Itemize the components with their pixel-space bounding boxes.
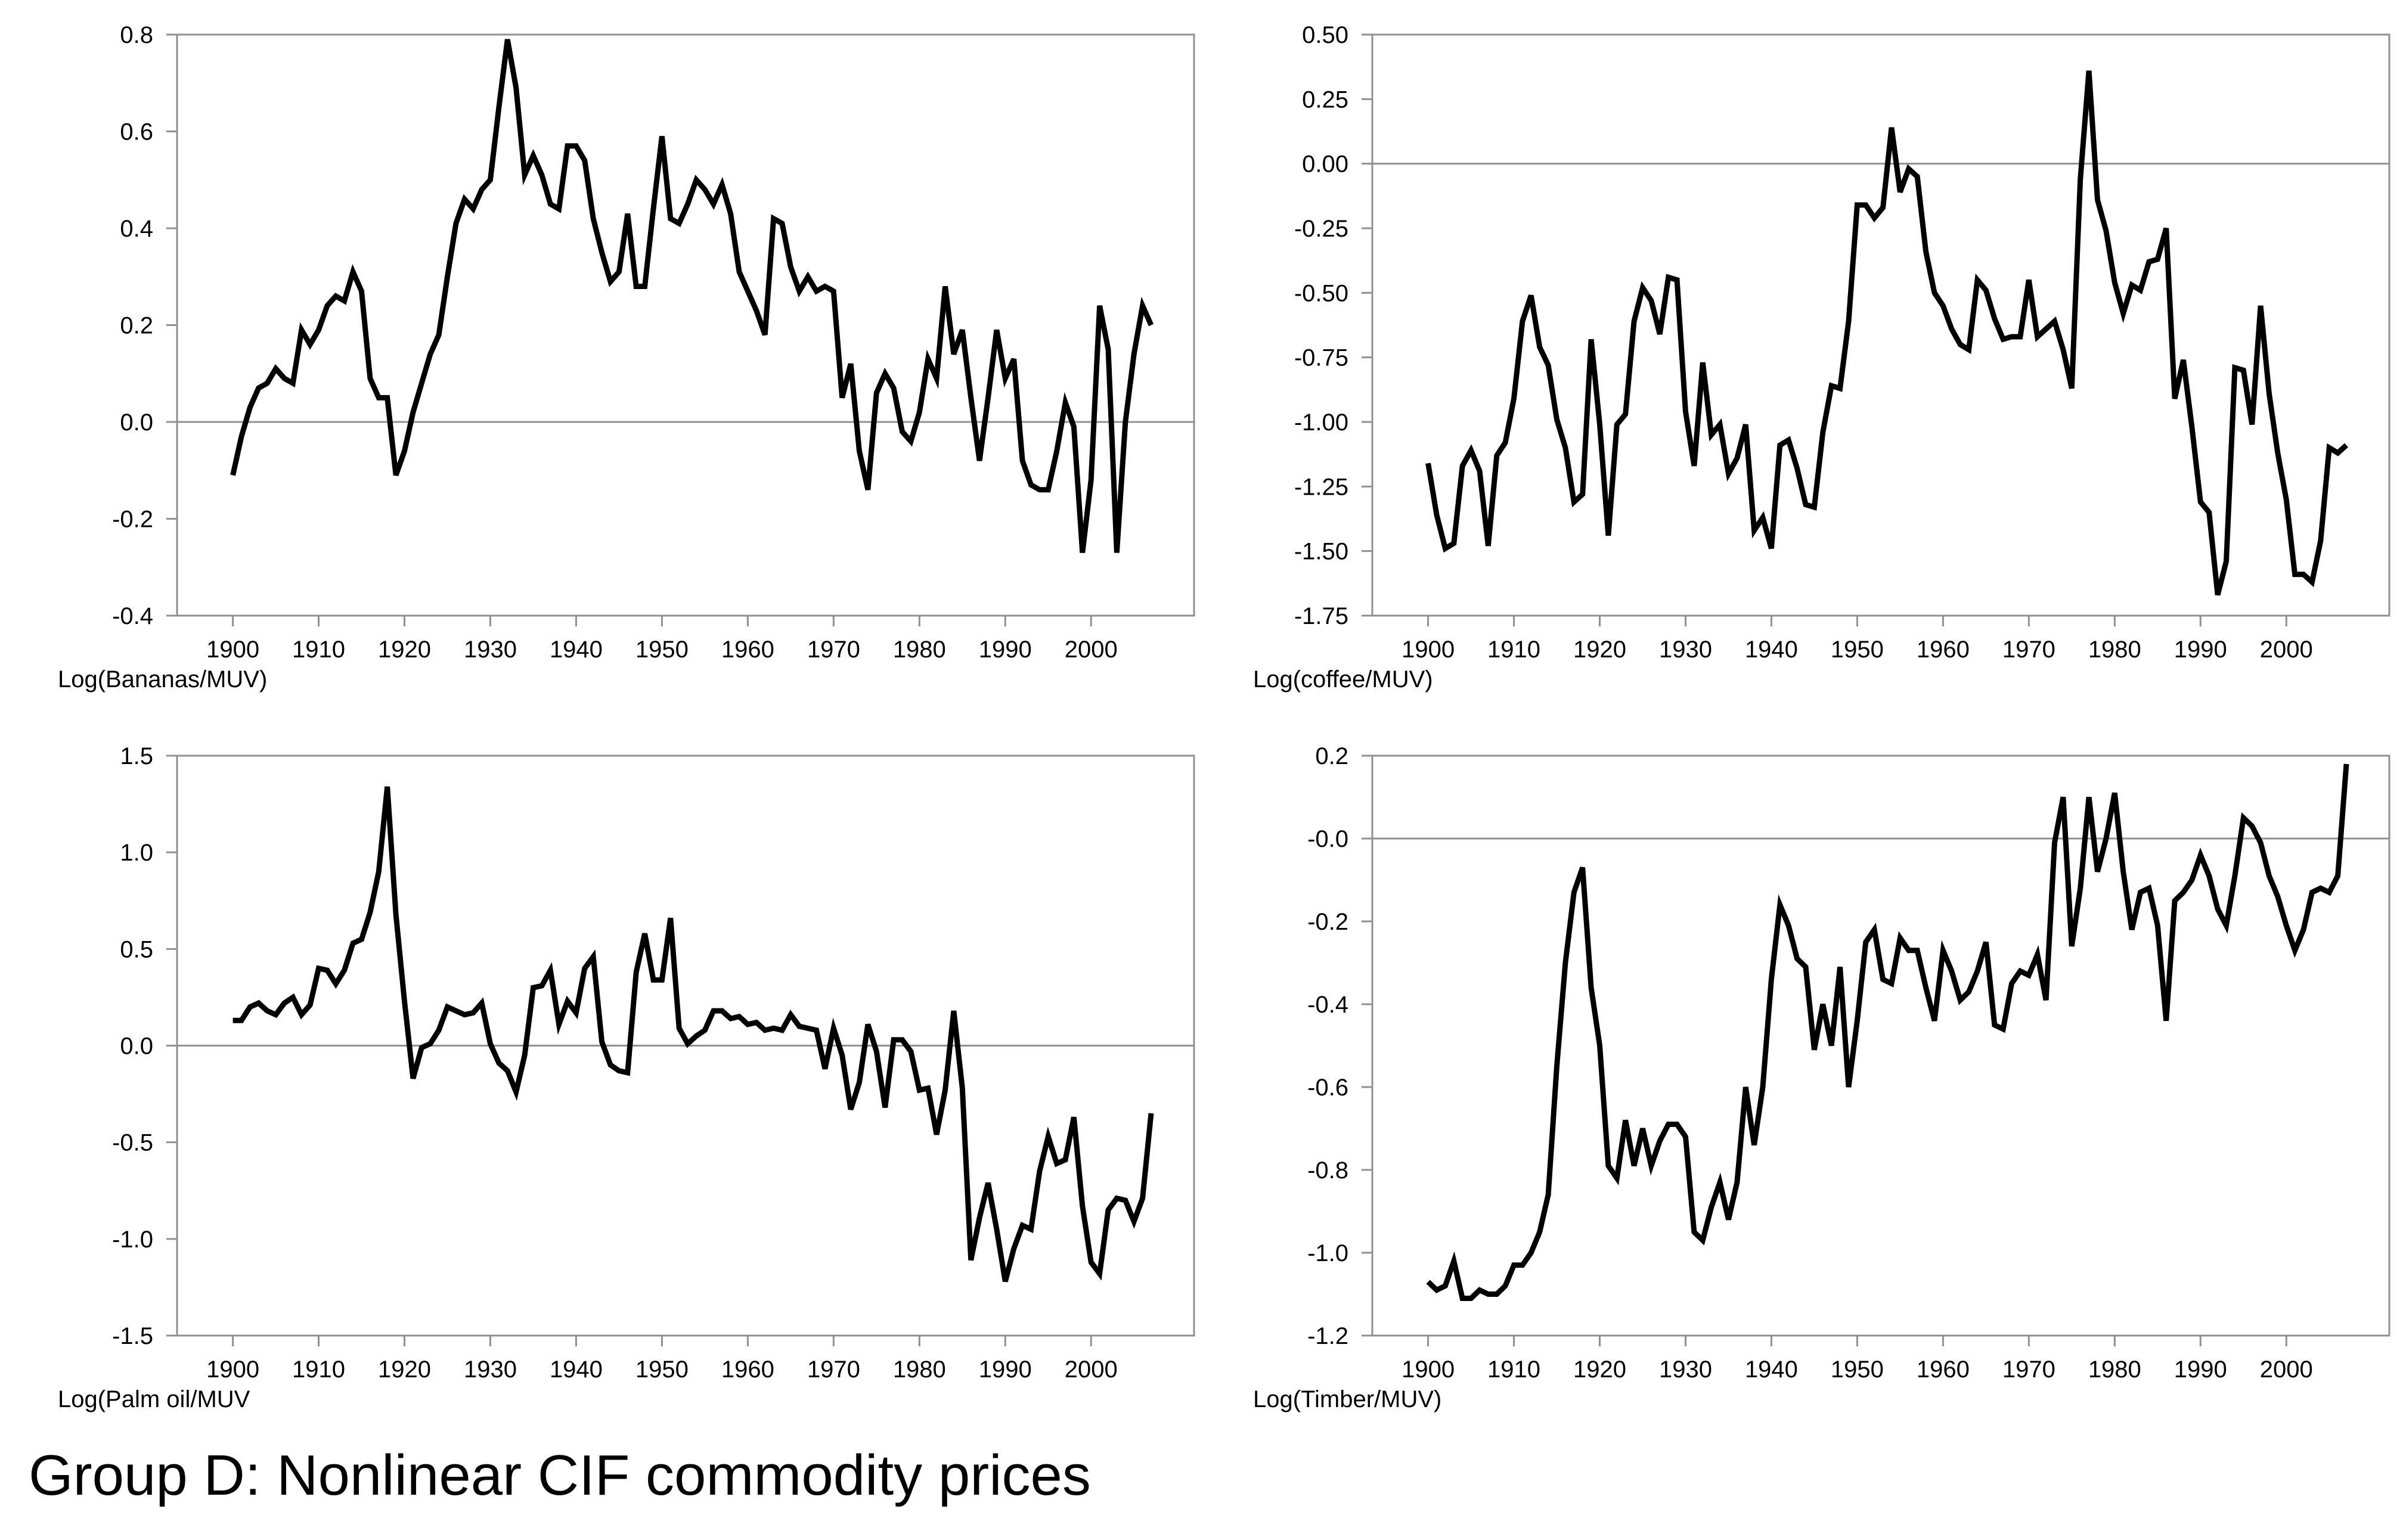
x-tick-label: 2000 [2260, 637, 2313, 663]
y-tick-label: -1.0 [112, 1227, 153, 1253]
panel-timber: -1.2 -1.0 -0.8 -0.6 -0.4 -0.2 -0.0 0.2 1900 1910 1… [1253, 743, 2391, 1412]
y-tick-label: 0.2 [120, 313, 153, 339]
x-tick-label: 1920 [1573, 637, 1626, 663]
x-tick-label: 2000 [1065, 637, 1118, 663]
series-line [1426, 763, 2349, 1301]
x-tick-label: 1910 [292, 637, 345, 663]
x-tick-label: 1970 [807, 637, 860, 663]
y-tick-label: -1.5 [112, 1323, 153, 1349]
x-tick-label: 1920 [378, 637, 431, 663]
series-line [230, 39, 1154, 553]
y-tick-label: 0.2 [1315, 743, 1348, 769]
x-tick-label: 1950 [635, 637, 689, 663]
y-tick-label: 0.5 [120, 936, 153, 962]
panel-coffee: -1.75 -1.50 -1.25 -1.00 -0.75 -0.50 -0.25 0.00 0… [1253, 22, 2391, 693]
x-tick-label: 1900 [1402, 1356, 1455, 1383]
x-tick-label: 1940 [1745, 1356, 1798, 1383]
y-tick-label: 0.0 [120, 409, 153, 436]
plot-frame [1371, 33, 2391, 617]
x-tick-label: 1990 [2174, 1356, 2227, 1383]
plot-frame [176, 33, 1195, 617]
y-tick-label: -0.4 [1307, 992, 1348, 1018]
x-tick-label: 1940 [550, 1356, 603, 1383]
y-tick-label: -1.25 [1294, 474, 1348, 500]
y-tick-label: -0.2 [112, 507, 153, 533]
axis-caption: Log(Timber/MUV) [1253, 1386, 1441, 1412]
x-tick-label: 1990 [2174, 637, 2227, 663]
x-tick-label: 1950 [1831, 637, 1884, 663]
x-tick-label: 1900 [206, 637, 259, 663]
y-tick-label: -0.5 [112, 1130, 153, 1156]
y-tick-label: 0.25 [1302, 86, 1348, 113]
x-tick-label: 1910 [1487, 1356, 1540, 1383]
x-tick-label: 1930 [464, 637, 517, 663]
x-tick-label: 1980 [893, 1356, 946, 1383]
plot-frame [1371, 755, 2391, 1337]
panel-palm-oil: -1.5 -1.0 -0.5 0.0 0.5 1.0 1.5 1900 1910 1920 1930… [58, 743, 1195, 1412]
x-tick-label: 1940 [550, 637, 603, 663]
x-tick-label: 1900 [1402, 637, 1455, 663]
x-tick-label: 1920 [1573, 1356, 1626, 1383]
y-tick-label: 0.8 [120, 22, 153, 48]
y-tick-label: 1.5 [120, 743, 153, 769]
y-tick-label: -0.4 [112, 603, 153, 629]
x-tick-label: 1960 [721, 637, 774, 663]
x-tick-label: 1970 [807, 1356, 860, 1383]
y-tick-label: -0.25 [1294, 216, 1348, 242]
y-tick-label: -0.0 [1307, 826, 1348, 852]
panel-bananas: -0.4 -0.2 0.0 0.2 0.4 0.6 0.8 1900 1910 1920 1930 1… [58, 22, 1195, 693]
x-tick-label: 1930 [464, 1356, 517, 1383]
x-tick-label: 1940 [1745, 637, 1798, 663]
series-line [1425, 70, 2349, 596]
y-tick-label: -1.0 [1307, 1240, 1348, 1266]
axis-caption: Log(coffee/MUV) [1253, 666, 1433, 693]
x-tick-label: 1950 [635, 1356, 689, 1383]
x-tick-label: 1930 [1659, 1356, 1712, 1383]
x-tick-label: 1920 [378, 1356, 431, 1383]
y-tick-label: -0.8 [1307, 1157, 1348, 1184]
y-tick-label: -0.75 [1294, 345, 1348, 371]
y-tick-label: -1.75 [1294, 603, 1348, 629]
x-tick-label: 1980 [893, 637, 946, 663]
series-line [232, 786, 1154, 1283]
x-tick-label: 1960 [1917, 1356, 1970, 1383]
x-tick-label: 1910 [292, 1356, 345, 1383]
y-tick-label: -1.50 [1294, 539, 1348, 565]
x-tick-label: 1990 [979, 1356, 1032, 1383]
y-tick-label: -1.2 [1307, 1323, 1348, 1349]
axis-caption: Log(Bananas/MUV) [58, 666, 267, 693]
y-tick-label: -0.6 [1307, 1075, 1348, 1101]
x-tick-label: 1970 [2002, 1356, 2055, 1383]
y-tick-label: -0.2 [1307, 909, 1348, 935]
y-tick-label: 0.6 [120, 119, 153, 145]
y-tick-label: 0.50 [1302, 22, 1348, 48]
x-tick-label: 1910 [1487, 637, 1540, 663]
x-tick-label: 1950 [1831, 1356, 1884, 1383]
x-tick-label: 1970 [2002, 637, 2055, 663]
x-tick-label: 1900 [206, 1356, 259, 1383]
y-tick-label: 1.0 [120, 840, 153, 866]
x-tick-label: 1980 [2088, 637, 2141, 663]
y-tick-label: -0.50 [1294, 280, 1348, 306]
x-tick-label: 1960 [1917, 637, 1970, 663]
figure-title: Group D: Nonlinear CIF commodity prices [29, 1443, 1091, 1507]
x-tick-label: 1960 [721, 1356, 774, 1383]
y-tick-label: 0.0 [120, 1033, 153, 1060]
y-tick-label: 0.00 [1302, 151, 1348, 178]
x-tick-label: 1930 [1659, 637, 1712, 663]
x-tick-label: 2000 [2260, 1356, 2313, 1383]
axis-caption: Log(Palm oil/MUV [58, 1386, 250, 1412]
y-tick-label: -1.00 [1294, 409, 1348, 436]
x-tick-label: 1990 [979, 637, 1032, 663]
y-tick-label: 0.4 [120, 216, 153, 242]
x-tick-label: 2000 [1065, 1356, 1118, 1383]
x-tick-label: 1980 [2088, 1356, 2141, 1383]
